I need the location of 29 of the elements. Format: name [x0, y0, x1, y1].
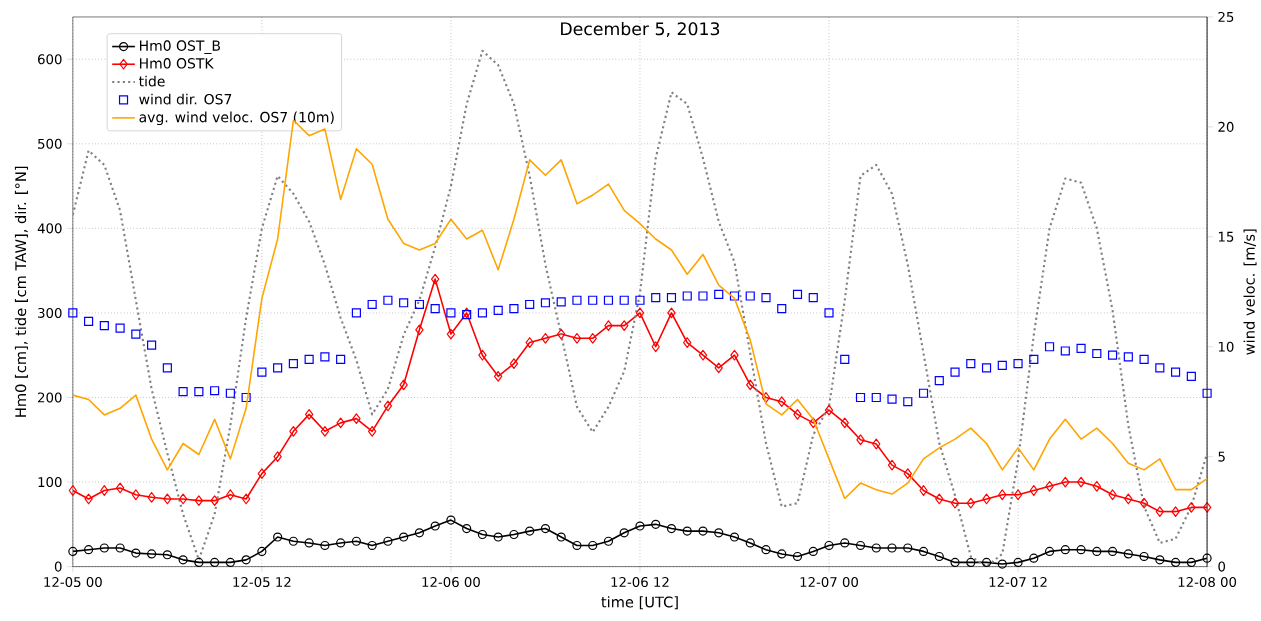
legend-label: wind dir. OS7: [139, 93, 232, 105]
y2-tick-label: 20: [1218, 121, 1234, 132]
y-tick-label: 400: [37, 223, 62, 234]
y2-tick-label: 25: [1218, 11, 1234, 22]
y-tick-label: 0: [54, 561, 62, 572]
y-tick-label: 600: [38, 53, 62, 65]
x-axis-title: time [UTC]: [601, 595, 678, 609]
y-tick-label: 200: [38, 392, 62, 403]
x-tick-label: 12-07 12: [989, 576, 1047, 587]
y2-axis-title: wind veloc. [m/s]: [1243, 229, 1257, 355]
x-tick-label: 12-06 12: [611, 576, 669, 587]
x-tick-label: 12-05 12: [233, 576, 291, 587]
chart-title: December 5, 2013: [561, 21, 720, 37]
x-tick-label: 12-06 00: [422, 576, 480, 587]
y-tick-label: 500: [38, 138, 62, 149]
legend-label: Hm0 OST_B: [139, 40, 220, 54]
y2-tick-label: 5: [1218, 451, 1225, 462]
y2-tick-label: 10: [1218, 341, 1234, 352]
legend-label: tide: [138, 75, 165, 87]
y2-tick-label: 15: [1218, 231, 1234, 242]
y-tick-label: 100: [38, 476, 62, 487]
y-axis-title: Hm0 [cm], tide [cm TAW], dir. [°N]: [14, 166, 28, 417]
x-tick-label: 12-05 00: [44, 576, 102, 587]
y2-tick-label: 0: [1218, 561, 1226, 572]
x-tick-label: 12-08 00: [1178, 576, 1237, 587]
legend-label: Hm0 OSTK: [139, 57, 214, 69]
x-tick-label: 12-07 00: [800, 576, 859, 587]
legend-label: avg. wind veloc. OS7 (10m): [139, 111, 334, 125]
y-tick-label: 300: [38, 307, 62, 318]
